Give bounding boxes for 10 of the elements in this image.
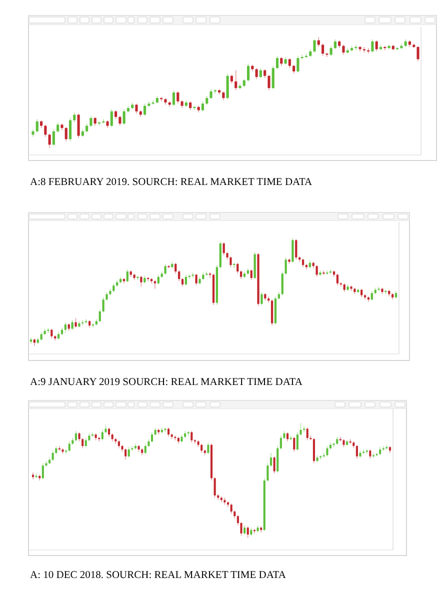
candlestick — [32, 128, 34, 138]
candlestick — [152, 100, 154, 106]
candlestick — [154, 280, 156, 290]
candlestick — [193, 105, 196, 111]
text: A:9 JANUARY 2019 SOURCH: REAL MARKET TIME DATA — [30, 377, 303, 388]
candlestick — [354, 44, 358, 51]
text: A: 10 DEC 2018. SOURCH: REAL MARKET TIME DATA — [30, 570, 286, 581]
text: A:8 FEBRUARY 2019. SOURCH: REAL MARKET TIME DATA — [30, 177, 313, 188]
candlestick — [339, 436, 342, 442]
candlestick — [300, 54, 304, 60]
